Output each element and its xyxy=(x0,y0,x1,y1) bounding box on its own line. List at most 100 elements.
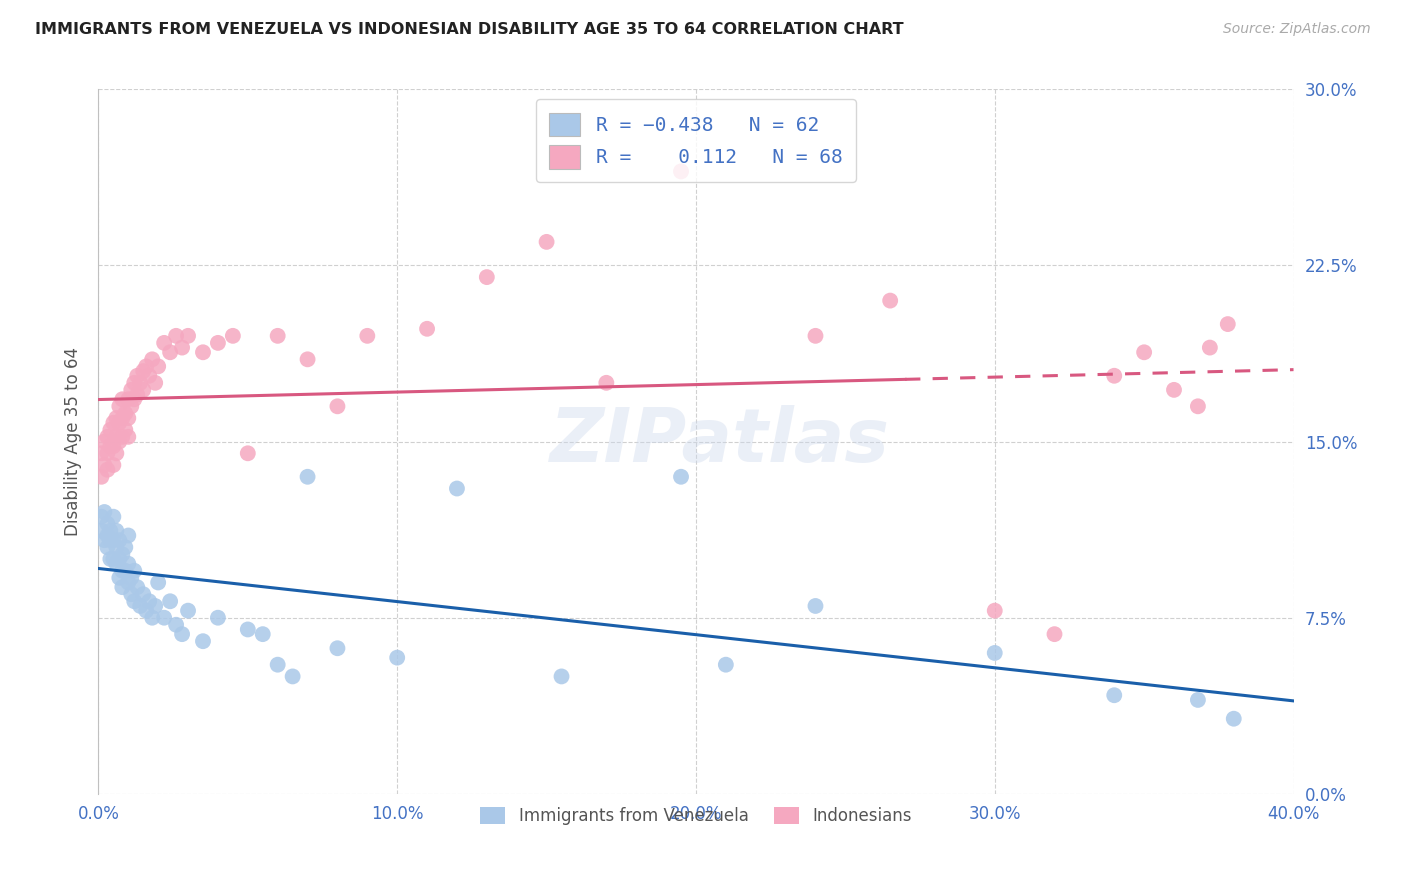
Point xyxy=(1216,317,1239,331)
Point xyxy=(105,446,128,460)
Point xyxy=(98,524,122,538)
Point xyxy=(1043,627,1066,641)
Point xyxy=(90,509,112,524)
Point xyxy=(326,641,349,656)
Point xyxy=(108,533,131,548)
Point xyxy=(804,599,827,613)
Point xyxy=(124,564,146,578)
Point xyxy=(475,270,498,285)
Point xyxy=(93,505,115,519)
Point xyxy=(103,552,125,566)
Point xyxy=(153,610,176,624)
Point xyxy=(105,430,128,444)
Point xyxy=(222,328,245,343)
Point xyxy=(252,627,274,641)
Point xyxy=(191,345,214,359)
Point xyxy=(669,469,692,483)
Point xyxy=(93,434,115,449)
Point xyxy=(267,328,290,343)
Point xyxy=(105,557,128,571)
Point xyxy=(120,399,142,413)
Point xyxy=(172,627,194,641)
Point xyxy=(132,383,155,397)
Point xyxy=(165,617,187,632)
Point xyxy=(111,411,134,425)
Point xyxy=(111,564,134,578)
Point xyxy=(114,564,136,578)
Point xyxy=(105,411,128,425)
Point xyxy=(1163,383,1185,397)
Point xyxy=(177,604,200,618)
Point xyxy=(120,571,142,585)
Point xyxy=(103,509,125,524)
Point xyxy=(153,335,176,350)
Point xyxy=(124,376,146,390)
Point xyxy=(98,533,122,548)
Point xyxy=(536,235,558,249)
Point xyxy=(143,376,166,390)
Point xyxy=(124,594,146,608)
Point xyxy=(141,352,163,367)
Point xyxy=(236,446,259,460)
Point xyxy=(127,387,149,401)
Legend: Immigrants from Venezuela, Indonesians: Immigrants from Venezuela, Indonesians xyxy=(474,800,918,831)
Point xyxy=(103,533,125,548)
Point xyxy=(159,345,181,359)
Point xyxy=(96,430,118,444)
Point xyxy=(1187,399,1209,413)
Point xyxy=(103,439,125,453)
Point xyxy=(90,446,112,460)
Point xyxy=(132,587,155,601)
Point xyxy=(159,594,181,608)
Point xyxy=(120,587,142,601)
Point xyxy=(984,604,1007,618)
Point xyxy=(105,524,128,538)
Point xyxy=(103,416,125,430)
Point xyxy=(1199,341,1222,355)
Point xyxy=(297,352,319,367)
Point xyxy=(127,368,149,383)
Point xyxy=(117,411,139,425)
Point xyxy=(108,434,131,449)
Point xyxy=(1223,712,1246,726)
Point xyxy=(117,430,139,444)
Point xyxy=(207,610,229,624)
Point xyxy=(1104,368,1126,383)
Point xyxy=(1187,693,1209,707)
Point xyxy=(96,446,118,460)
Point xyxy=(669,164,692,178)
Point xyxy=(326,399,349,413)
Point xyxy=(108,416,131,430)
Point xyxy=(127,580,149,594)
Point xyxy=(148,575,170,590)
Point xyxy=(96,528,118,542)
Point xyxy=(1104,688,1126,702)
Point xyxy=(595,376,617,390)
Point xyxy=(281,669,304,683)
Point xyxy=(138,368,160,383)
Point xyxy=(172,341,194,355)
Point xyxy=(416,322,439,336)
Point xyxy=(138,594,160,608)
Point xyxy=(165,328,187,343)
Point xyxy=(129,376,152,390)
Text: ZIPatlas: ZIPatlas xyxy=(550,405,890,478)
Point xyxy=(90,469,112,483)
Point xyxy=(135,604,157,618)
Point xyxy=(93,533,115,548)
Point xyxy=(297,469,319,483)
Point xyxy=(96,540,118,554)
Point xyxy=(98,423,122,437)
Point xyxy=(108,552,131,566)
Point xyxy=(103,458,125,472)
Point xyxy=(98,552,122,566)
Point xyxy=(129,599,152,613)
Point xyxy=(714,657,737,672)
Point xyxy=(143,599,166,613)
Point xyxy=(550,669,572,683)
Point xyxy=(446,482,468,496)
Point xyxy=(356,328,378,343)
Point xyxy=(111,430,134,444)
Point xyxy=(984,646,1007,660)
Point xyxy=(108,571,131,585)
